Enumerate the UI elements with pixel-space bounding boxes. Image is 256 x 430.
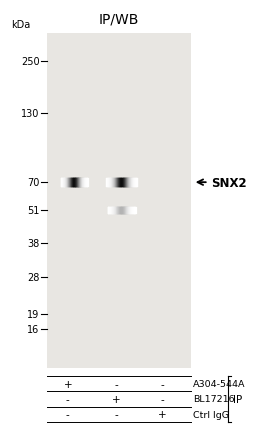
Text: 28: 28	[27, 272, 40, 283]
Text: IP/WB: IP/WB	[99, 12, 139, 26]
Text: -: -	[161, 394, 164, 404]
Text: 130: 130	[21, 109, 40, 119]
Text: 19: 19	[27, 309, 40, 319]
Text: 38: 38	[27, 238, 40, 248]
Text: kDa: kDa	[12, 20, 31, 30]
Text: -: -	[66, 394, 70, 404]
Text: 250: 250	[21, 57, 40, 68]
Text: 16: 16	[27, 324, 40, 334]
Text: A304-544A: A304-544A	[193, 380, 246, 388]
Text: SNX2: SNX2	[211, 176, 247, 189]
Text: +: +	[112, 394, 121, 404]
Text: -: -	[115, 379, 118, 389]
Text: 70: 70	[27, 178, 40, 188]
Bar	[47, 34, 191, 368]
Text: IP: IP	[233, 394, 242, 404]
Text: +: +	[158, 409, 167, 419]
Text: -: -	[161, 379, 164, 389]
Text: -: -	[115, 409, 118, 419]
Text: BL17216: BL17216	[193, 395, 235, 403]
Text: +: +	[63, 379, 72, 389]
Text: -: -	[66, 409, 70, 419]
Text: 51: 51	[27, 206, 40, 216]
Text: Ctrl IgG: Ctrl IgG	[193, 410, 229, 418]
